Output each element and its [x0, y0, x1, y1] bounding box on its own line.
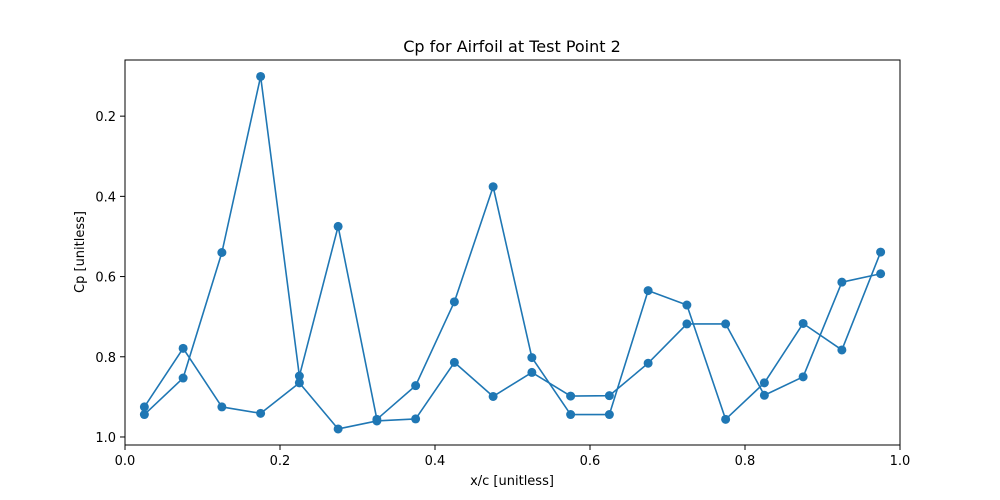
data-point — [527, 367, 537, 377]
data-point — [643, 358, 653, 368]
data-point — [798, 372, 808, 382]
data-point — [837, 277, 847, 287]
chart-title: Cp for Airfoil at Test Point 2 — [403, 37, 621, 56]
series-line-2 — [143, 272, 881, 430]
data-point — [798, 318, 808, 328]
data-point — [682, 300, 692, 310]
data-point — [178, 343, 188, 353]
data-point — [256, 408, 266, 418]
y-tick-label: 0.2 — [95, 110, 116, 125]
y-axis-label: Cp [unitless] — [73, 211, 88, 293]
data-point — [488, 182, 498, 192]
data-point — [411, 414, 421, 424]
data-point — [759, 378, 769, 388]
data-point — [759, 390, 769, 400]
data-point — [527, 353, 537, 363]
x-tick-label: 1.0 — [890, 454, 911, 469]
data-point — [876, 247, 886, 257]
data-point — [372, 416, 382, 426]
data-point — [256, 71, 266, 81]
data-point — [333, 221, 343, 231]
data-point — [139, 410, 149, 420]
data-point — [566, 410, 576, 420]
x-tick-label: 0.2 — [270, 454, 291, 469]
data-point — [217, 248, 227, 257]
y-tick-label: 1.0 — [95, 431, 116, 446]
data-point — [876, 269, 886, 279]
x-axis: 0.0 0.2 0.4 0.6 0.8 1.0 — [115, 445, 911, 469]
x-tick-label: 0.4 — [425, 454, 446, 469]
data-point — [604, 391, 614, 401]
plot-area — [124, 59, 901, 446]
axes-frame — [124, 59, 901, 446]
data-point — [449, 297, 459, 307]
data-point — [488, 391, 498, 401]
x-tick-label: 0.0 — [115, 454, 136, 469]
data-point — [837, 345, 847, 355]
data-point — [682, 319, 692, 329]
data-point — [333, 424, 343, 434]
data-point — [139, 402, 149, 412]
series-line-1 — [143, 75, 882, 421]
data-point — [449, 357, 459, 367]
data-point — [294, 371, 304, 381]
x-tick-label: 0.6 — [580, 454, 601, 469]
data-point — [721, 414, 731, 424]
x-tick-label: 0.8 — [735, 454, 756, 469]
y-tick-label: 0.4 — [95, 190, 116, 205]
data-point — [643, 286, 653, 296]
data-point — [411, 381, 421, 391]
data-point — [217, 402, 227, 412]
y-tick-label: 0.8 — [95, 351, 116, 366]
data-point — [604, 410, 614, 420]
data-point — [721, 319, 731, 329]
data-point — [178, 373, 188, 383]
series-layer — [139, 71, 886, 434]
y-axis: 0.2 0.4 0.6 0.8 1.0 — [95, 110, 125, 446]
data-point — [566, 391, 576, 401]
x-axis-label: x/c [unitless] — [470, 474, 554, 489]
data-point — [294, 378, 304, 388]
y-tick-label: 0.6 — [95, 271, 116, 286]
